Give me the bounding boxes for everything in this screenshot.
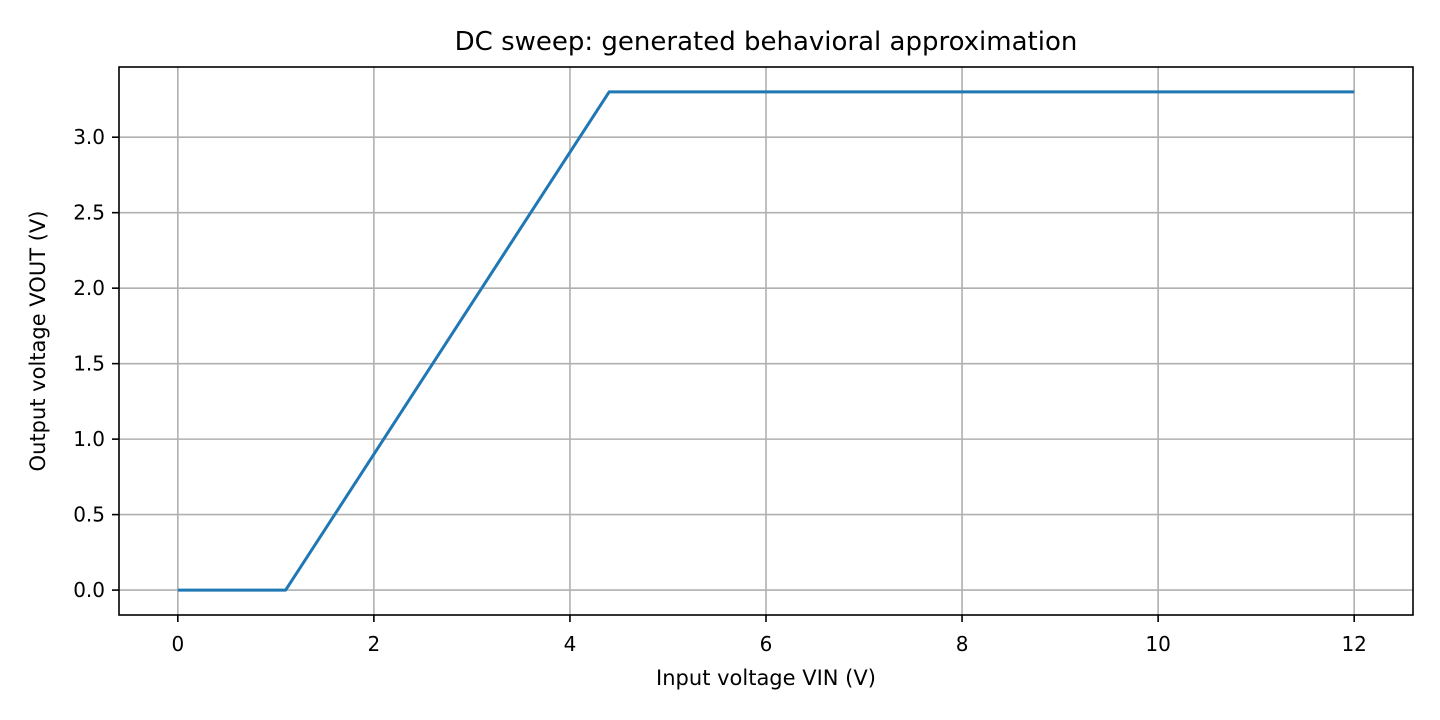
y-tick-label: 2.5 <box>73 201 105 225</box>
x-tick-label: 4 <box>564 632 577 656</box>
x-axis-ticks: 0 2 4 6 8 10 12 <box>171 615 1367 656</box>
y-tick-label: 1.5 <box>73 352 105 376</box>
x-tick-label: 10 <box>1145 632 1170 656</box>
y-tick-label: 3.0 <box>73 125 105 149</box>
x-axis-label: Input voltage VIN (V) <box>656 666 876 690</box>
y-axis-label: Output voltage VOUT (V) <box>26 211 50 472</box>
y-tick-label: 2.0 <box>73 276 105 300</box>
y-tick-label: 1.0 <box>73 427 105 451</box>
x-tick-label: 12 <box>1341 632 1366 656</box>
x-tick-label: 0 <box>171 632 184 656</box>
y-axis-ticks: 0.0 0.5 1.0 1.5 2.0 2.5 3.0 <box>73 125 119 602</box>
chart-title: DC sweep: generated behavioral approxima… <box>455 27 1078 57</box>
data-series <box>177 90 1355 592</box>
x-tick-label: 6 <box>760 632 773 656</box>
y-tick-label: 0.0 <box>73 578 105 602</box>
grid-lines <box>119 67 1413 615</box>
series-line <box>177 90 1355 592</box>
y-tick-label: 0.5 <box>73 503 105 527</box>
x-tick-label: 8 <box>956 632 969 656</box>
x-tick-label: 2 <box>368 632 381 656</box>
